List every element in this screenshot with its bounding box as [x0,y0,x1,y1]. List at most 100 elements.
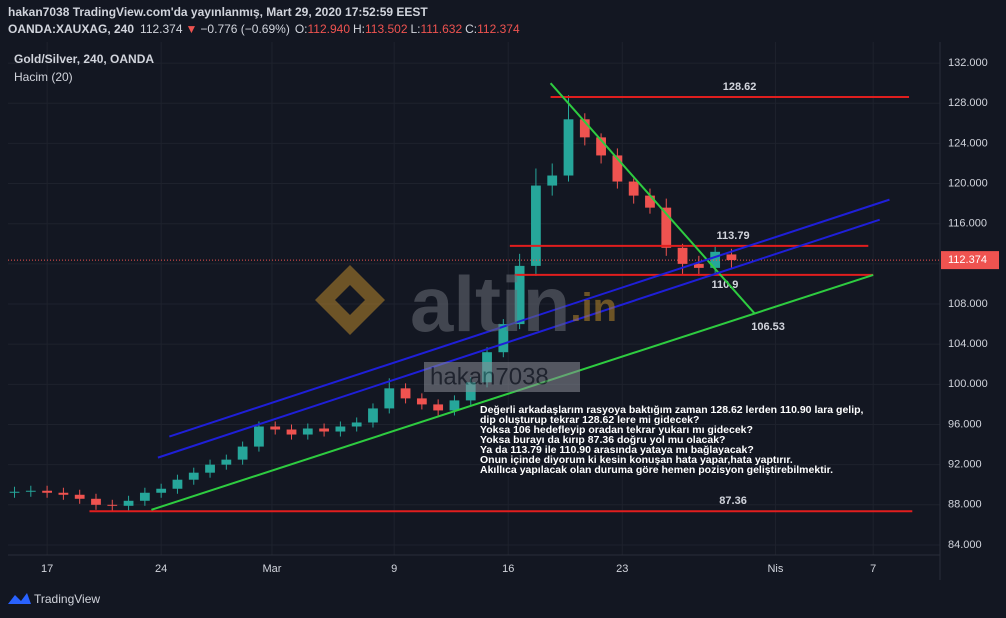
trend-line [549,82,756,314]
x-tick-label: 9 [391,563,397,575]
legend-series: Gold/Silver, 240, OANDA [14,52,154,66]
l-label: L: [411,22,421,36]
trend-line [157,218,881,459]
candle-body [368,408,378,423]
note-line: Akıllıca yapılacak olan duruma göre heme… [480,464,833,476]
candle-body [58,492,69,495]
c: 112.374 [477,22,520,36]
candle-body [547,175,558,186]
o-label: O: [295,22,308,36]
candle-body [302,428,313,435]
level-label: 87.36 [719,495,747,507]
candle-body [661,207,672,248]
candle-body [254,426,264,447]
trend-label: 106.53 [751,321,785,333]
candle-body [449,400,460,411]
candle-body [123,500,134,506]
candle-body [693,263,704,268]
candle-body [612,155,623,182]
y-tick-label: 84.000 [948,539,982,551]
note-line: Ya da 113.79 ile 110.90 arasında yataya … [480,444,754,456]
candle-body [237,446,248,460]
last-price-label: 112.374 [948,254,987,266]
x-tick-label: 24 [155,563,167,575]
symbol-line: OANDA:XAUXAG, 240 112.374 ▼ −0.776 (−0.69%)… [8,22,520,36]
candle-body [677,247,688,264]
candle-body [205,464,215,473]
candle-body [514,265,525,325]
user-box [424,362,580,392]
arrow: ▼ [186,22,198,36]
y-tick-label: 128.000 [948,97,988,109]
candle-body [9,491,20,493]
candle-body [531,185,541,266]
candle-body [172,479,183,489]
watermark-logo [315,265,385,335]
watermark-user: hakan7038 [430,363,549,390]
y-tick-label: 108.000 [948,298,988,310]
candle-body [579,119,590,138]
candle-body [645,195,655,208]
y-tick-label: 104.000 [948,338,988,350]
candle-body [416,398,427,405]
candle-body [628,181,639,196]
y-tick-label: 120.000 [948,177,988,189]
candle-body [498,324,509,353]
y-tick-label: 92.000 [948,459,982,471]
note-line: dip oluşturup tekrar 128.62 lere mi gide… [480,414,699,426]
candle-body [91,498,101,505]
tv-logo: TradingView [34,592,100,606]
x-tick-label: 16 [502,563,514,575]
x-tick-label: Nis [767,563,783,575]
candle-body [270,426,281,430]
last-price-box [941,251,999,270]
h: 113.502 [365,22,408,36]
change: −0.776 (−0.69%) [200,22,289,36]
candle-body [726,254,737,261]
candle-body [710,251,721,268]
level-label: 113.79 [717,230,750,242]
price: 112.374 [140,22,183,36]
x-tick-label: 17 [41,563,53,575]
candle-body [139,492,150,501]
x-tick-label: Mar [262,563,281,575]
candle-body [384,388,395,409]
note-line: Onun içinde diyorum ki kesin konuşan hat… [480,454,793,466]
published: hakan7038 TradingView.com'da yayınlanmış… [8,5,428,19]
note-line: Yoksa burayı da kırıp 87.36 doğru yol mu… [480,434,725,446]
l: 111.632 [421,22,463,36]
brand: altin [410,260,570,348]
brand-suffix: .in [570,286,617,330]
trend-line [151,273,874,511]
candle-body [188,472,199,480]
y-tick-label: 124.000 [948,137,988,149]
watermark: altin.in hakan7038 [315,260,617,392]
symbol: OANDA:XAUXAG, 240 [8,22,134,36]
x-tick-label: 23 [616,563,628,575]
x-tick-label: 7 [870,563,876,575]
candle-body [351,422,362,427]
y-tick-label: 132.000 [948,57,988,69]
y-tick-label: 88.000 [948,499,982,511]
candle-body [319,428,329,432]
note-line: Değerli arkadaşlarım rasyoya baktığım za… [480,404,864,416]
watermark-brand: altin.in [410,260,617,348]
y-tick-label: 96.000 [948,418,982,430]
candle-body [107,504,118,506]
y-tick-label: 100.000 [948,378,988,390]
candle-body [74,494,85,499]
level-label: 128.62 [723,81,757,93]
candle-body [221,459,232,465]
candle-body [563,119,574,176]
candle-body [286,429,297,435]
note-line: Yoksa 106 hedefleyip oradan tekrar yukar… [480,424,753,436]
candle-body [433,404,444,411]
candle-body [42,490,52,493]
candle-body [596,137,606,156]
candle-body [25,490,36,492]
candle-body [400,388,411,399]
h-label: H: [353,22,365,36]
trend-line [168,198,890,438]
legend-volume: Hacim (20) [14,70,73,84]
